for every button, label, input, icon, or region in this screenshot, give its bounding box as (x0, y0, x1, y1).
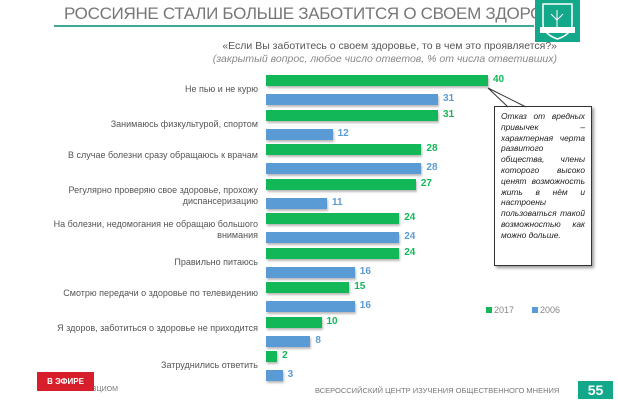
category-label: Не пью и не курю (184, 84, 258, 94)
bar-2017 (266, 144, 422, 155)
data-label: 16 (359, 300, 371, 311)
bar-2017 (266, 282, 350, 293)
bar-2006 (266, 94, 439, 105)
bar-2017 (266, 213, 400, 224)
data-label: 28 (426, 143, 438, 154)
category-label: Занимаюсь физкультурой, спортом (110, 118, 258, 129)
legend-swatch (486, 307, 492, 313)
bar-2006 (266, 266, 355, 278)
bar-2006 (266, 197, 328, 209)
legend-item-2017: 2017 (486, 305, 514, 315)
category-label: Смотрю передачи о здоровье по телевидени… (63, 288, 258, 298)
data-label: 31 (443, 108, 455, 120)
category-label: В случае болезни сразу обращаюсь к врача… (68, 150, 258, 160)
chart-subtitle: (закрытый вопрос, любое число ответов, %… (212, 53, 557, 65)
bar-2017 (266, 247, 400, 259)
data-label: 24 (404, 246, 416, 258)
page-number: 55 (578, 381, 613, 399)
bar-2006 (266, 232, 400, 243)
bar-2006 (266, 370, 283, 381)
category-label: Регулярно проверяю свое здоровье, прохож… (68, 184, 258, 206)
category-label: На болезни, недомогания не обращаю больш… (53, 219, 258, 240)
bar-2017 (266, 109, 439, 121)
data-label: 11 (332, 196, 343, 208)
data-label: 27 (420, 177, 432, 189)
page-title: РОССИЯНЕ СТАЛИ БОЛЬШЕ ЗАБОТИТСЯ О СВОЕМ … (64, 4, 577, 23)
data-label: 15 (354, 281, 366, 292)
footer-org: ВСЕРОССИЙСКИЙ ЦЕНТР ИЗУЧЕНИЯ ОБЩЕСТВЕННО… (315, 386, 560, 395)
annotation-callout: Отказ от вредных привычек – характерная … (494, 106, 592, 266)
callout-pointer (487, 87, 527, 108)
category-label: Я здоров, заботиться о здоровье не прихо… (57, 322, 258, 333)
data-label: 24 (404, 212, 416, 223)
legend-label: 2006 (540, 305, 561, 315)
bar-2006 (266, 335, 311, 347)
data-label: 40 (493, 74, 505, 85)
data-label: 2 (282, 350, 288, 361)
bar-2017 (266, 351, 278, 362)
data-label: 8 (315, 334, 321, 346)
bar-2017 (266, 178, 416, 190)
bar-2017 (266, 75, 488, 86)
on-air-badge[interactable]: В ЭФИРЕ (37, 372, 94, 391)
vciom-logo (535, 0, 580, 42)
data-label: 12 (337, 127, 349, 139)
data-label: 3 (287, 369, 294, 380)
legend-swatch (532, 307, 538, 313)
chart-title: «Если Вы заботитесь о своем здоровье, то… (222, 40, 557, 52)
bar-2006 (266, 163, 422, 174)
title-divider (54, 25, 534, 27)
category-label: Затруднились ответить (161, 360, 258, 370)
bar-2017 (266, 316, 322, 328)
data-label: 28 (426, 162, 438, 173)
data-label: 10 (326, 315, 338, 327)
bar-2006 (266, 128, 333, 140)
legend-item-2006: 2006 (532, 305, 560, 315)
data-label: 16 (359, 265, 371, 277)
category-label: Правильно питаюсь (174, 256, 258, 267)
data-label: 31 (443, 93, 455, 104)
bar-2006 (266, 301, 355, 312)
legend-label: 2017 (494, 305, 515, 315)
data-label: 24 (404, 231, 416, 242)
